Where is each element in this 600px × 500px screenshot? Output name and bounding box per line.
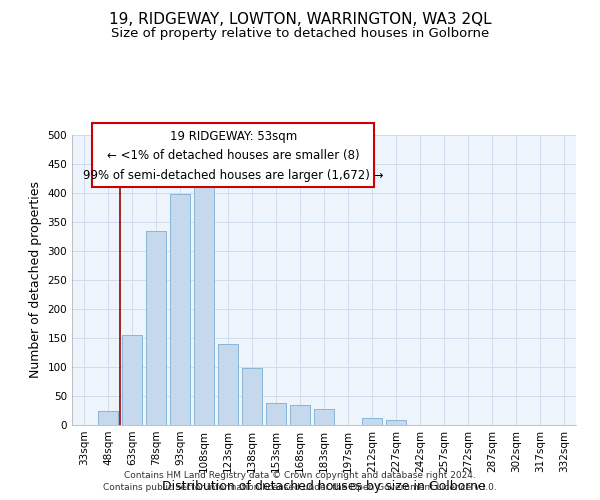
Text: Size of property relative to detached houses in Golborne: Size of property relative to detached ho…	[111, 28, 489, 40]
Text: 19 RIDGEWAY: 53sqm: 19 RIDGEWAY: 53sqm	[170, 130, 297, 142]
Bar	[242, 368, 262, 425]
Bar	[194, 186, 214, 425]
Text: 19, RIDGEWAY, LOWTON, WARRINGTON, WA3 2QL: 19, RIDGEWAY, LOWTON, WARRINGTON, WA3 2Q…	[109, 12, 491, 28]
Bar	[98, 410, 118, 425]
FancyBboxPatch shape	[92, 124, 374, 187]
Bar	[362, 418, 382, 425]
Bar	[290, 404, 310, 425]
Bar	[266, 403, 286, 425]
Text: Contains HM Land Registry data © Crown copyright and database right 2024.: Contains HM Land Registry data © Crown c…	[124, 470, 476, 480]
Text: 99% of semi-detached houses are larger (1,672) →: 99% of semi-detached houses are larger (…	[83, 169, 383, 182]
Text: Contains public sector information licensed under the Open Government Licence v3: Contains public sector information licen…	[103, 483, 497, 492]
Bar	[170, 194, 190, 425]
Bar	[218, 344, 238, 425]
Bar	[146, 230, 166, 425]
Bar	[122, 335, 142, 425]
Bar	[314, 409, 334, 425]
Y-axis label: Number of detached properties: Number of detached properties	[29, 182, 42, 378]
Text: ← <1% of detached houses are smaller (8): ← <1% of detached houses are smaller (8)	[107, 149, 359, 162]
Bar	[386, 420, 406, 425]
X-axis label: Distribution of detached houses by size in Golborne: Distribution of detached houses by size …	[162, 480, 486, 494]
